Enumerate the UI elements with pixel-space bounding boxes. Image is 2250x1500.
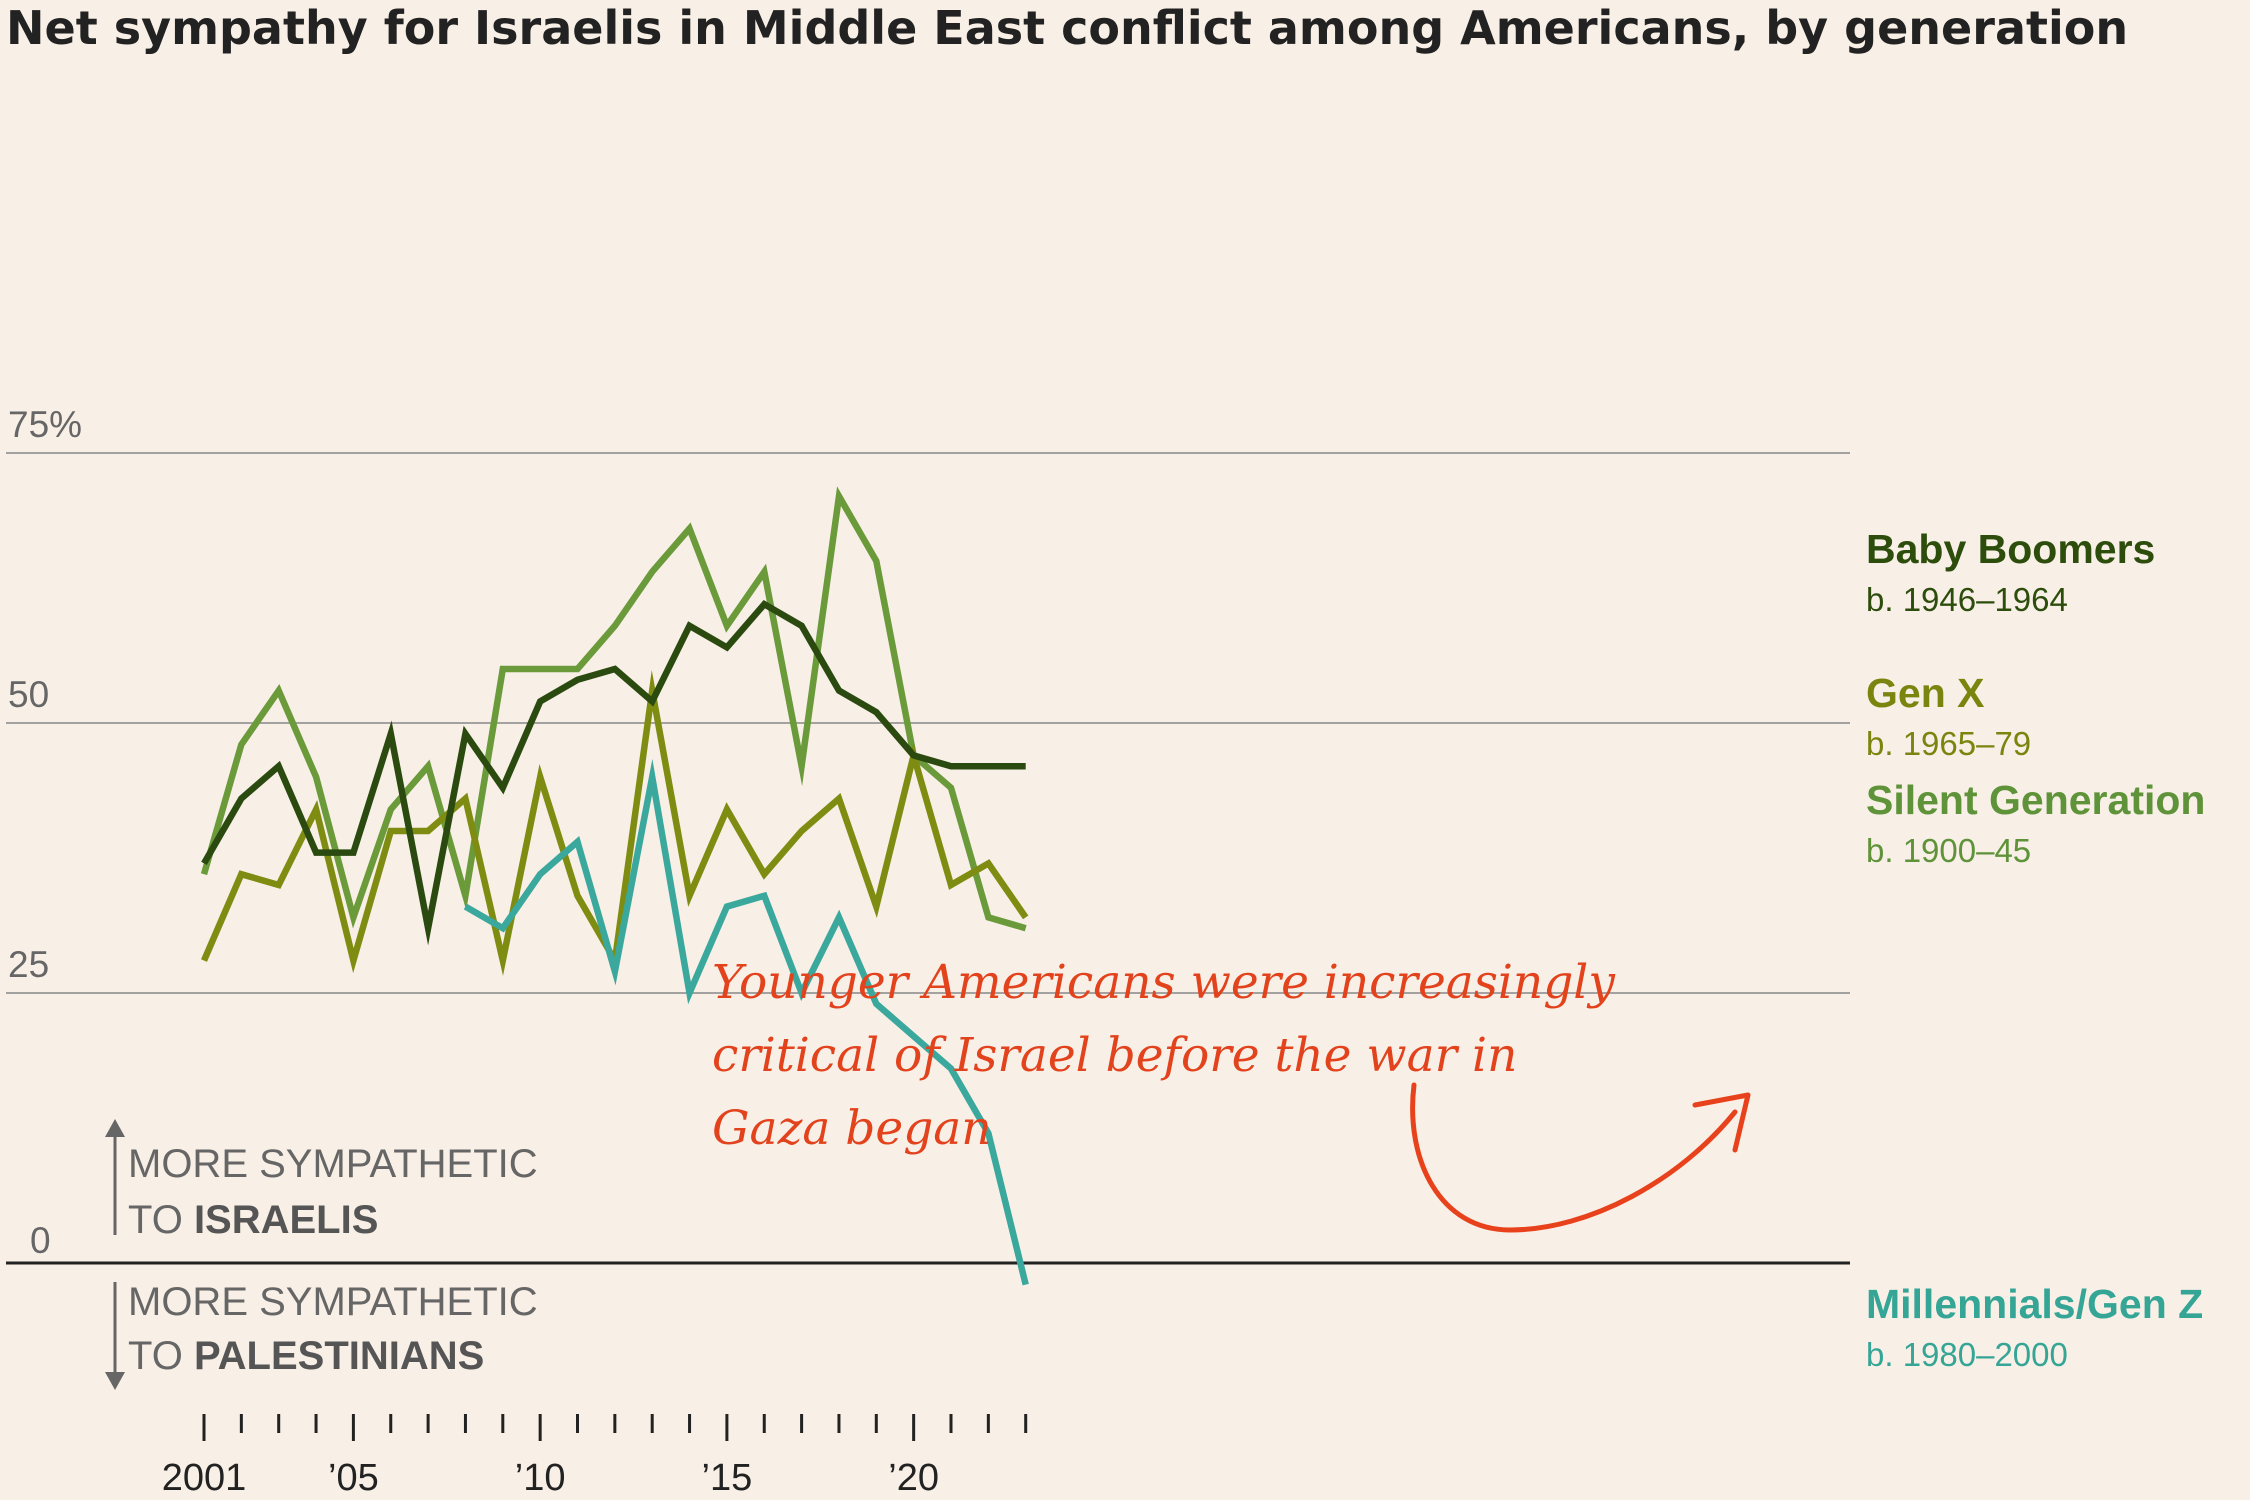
x-axis: 2001 ’05 ’10 ’15 ’20 [162, 1414, 1028, 1499]
series-label: Baby Boomers [1866, 526, 2155, 572]
series-line-baby-boomers [201, 600, 1026, 946]
series-lines [200, 486, 1029, 1286]
y-tick-label: 50 [8, 674, 49, 715]
annotation: Younger Americans were increasingly crit… [712, 955, 1751, 1233]
down-label-line1: MORE SYMPATHETIC [128, 1280, 538, 1324]
y-tick-label: 25 [8, 944, 49, 985]
annotation-line3: Gaza began [712, 1101, 992, 1156]
y-tick-label: 0 [30, 1220, 51, 1261]
annotation-arrow-head-icon [1692, 1092, 1751, 1153]
x-tick-label: ’10 [515, 1457, 566, 1499]
grid: 75% 50 25 0 [6, 404, 1850, 1265]
up-label-line2: TO ISRAELIS [128, 1198, 378, 1242]
series-label: Millennials/Gen Z [1866, 1281, 2203, 1327]
x-tick-label: ’15 [702, 1457, 753, 1499]
series-line-silent-generation [200, 486, 1027, 932]
direction-indicator: MORE SYMPATHETIC TO ISRAELIS MORE SYMPAT… [105, 1119, 538, 1390]
series-labels: Silent Generation b. 1900–45 Gen X b. 1965–… [1866, 526, 2205, 1373]
series-birth-range: b. 1965–79 [1866, 725, 2031, 762]
series-line-millennials-gen-z [463, 758, 1029, 1286]
y-tick-label: 75% [8, 404, 82, 445]
down-arrow-icon [105, 1372, 125, 1390]
series-label: Gen X [1866, 670, 1984, 716]
annotation-line2: critical of Israel before the war in [712, 1028, 1517, 1083]
down-label-line2: TO PALESTINIANS [128, 1334, 484, 1378]
series-birth-range: b. 1946–1964 [1866, 581, 2068, 618]
x-tick-label: 2001 [162, 1457, 247, 1499]
annotation-line1: Younger Americans were increasingly [712, 955, 1616, 1010]
x-tick-label: ’05 [328, 1457, 379, 1499]
series-label: Silent Generation [1866, 777, 2205, 823]
x-tick-label: ’20 [888, 1457, 939, 1499]
up-label-line1: MORE SYMPATHETIC [128, 1142, 538, 1186]
annotation-arrow [1410, 1082, 1738, 1233]
chart-title: Net sympathy for Israelis in Middle East… [6, 1, 2128, 55]
up-arrow-icon [105, 1119, 125, 1137]
series-birth-range: b. 1900–45 [1866, 832, 2031, 869]
series-birth-range: b. 1980–2000 [1866, 1336, 2068, 1373]
